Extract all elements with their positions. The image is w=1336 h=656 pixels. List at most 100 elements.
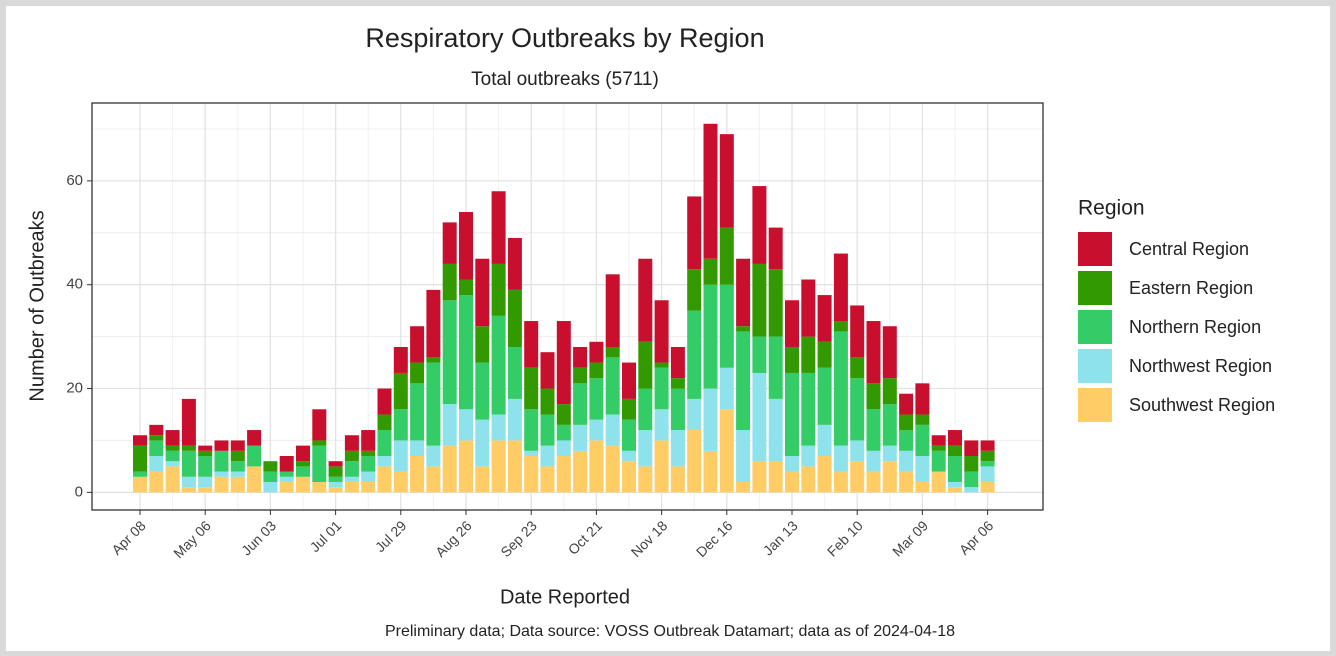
bar-segment bbox=[654, 409, 669, 441]
bar-segment bbox=[622, 450, 636, 462]
x-tick-label: Mar 09 bbox=[889, 517, 931, 559]
bar-segment bbox=[622, 419, 636, 451]
bar-segment bbox=[312, 440, 327, 446]
bar-segment bbox=[638, 430, 653, 467]
legend-label: Central Region bbox=[1129, 239, 1249, 259]
bar-segment bbox=[426, 362, 441, 446]
bar-segment bbox=[328, 466, 343, 477]
bar-segment bbox=[426, 466, 441, 493]
bar-segment bbox=[719, 409, 734, 493]
bar-segment bbox=[850, 357, 865, 379]
bar-segment bbox=[312, 481, 327, 493]
bar-segment bbox=[198, 445, 213, 451]
bar-segment bbox=[475, 466, 490, 493]
bar-segment bbox=[768, 336, 783, 399]
bar-segment bbox=[165, 430, 180, 446]
bar-segment bbox=[670, 346, 685, 379]
bar-segment bbox=[573, 450, 588, 493]
legend-key bbox=[1078, 310, 1112, 344]
bar-segment bbox=[736, 430, 751, 482]
bar-segment bbox=[556, 424, 571, 441]
bar-segment bbox=[459, 295, 473, 410]
bar-segment bbox=[736, 481, 751, 493]
bar-segment bbox=[459, 440, 473, 493]
bar-segment bbox=[915, 456, 930, 482]
bar-segment bbox=[442, 222, 457, 264]
bar-segment bbox=[768, 398, 783, 462]
bar-segment bbox=[344, 450, 359, 462]
x-tick-label: Oct 21 bbox=[565, 517, 606, 558]
bar-segment bbox=[687, 196, 702, 270]
bar-segment bbox=[377, 388, 392, 415]
bar-segment bbox=[377, 456, 392, 467]
bar-segment bbox=[801, 372, 816, 446]
bar-segment bbox=[915, 424, 930, 457]
bar-segment bbox=[328, 481, 343, 488]
bar-segment bbox=[393, 440, 408, 472]
bar-segment bbox=[785, 456, 799, 472]
bar-segment bbox=[181, 450, 196, 477]
x-tick-label: May 06 bbox=[170, 517, 214, 561]
bar-segment bbox=[703, 284, 718, 389]
bar-segment bbox=[410, 326, 425, 363]
bar-segment bbox=[344, 481, 359, 493]
bar-segment bbox=[752, 186, 767, 264]
bar-segment bbox=[948, 430, 962, 446]
bar-segment bbox=[524, 450, 539, 457]
bar-segment bbox=[181, 445, 196, 451]
bar-segment bbox=[687, 398, 702, 431]
bar-segment bbox=[214, 471, 229, 477]
bar-segment bbox=[393, 346, 408, 373]
x-tick-label: Apr 08 bbox=[108, 517, 149, 558]
bar-segment bbox=[491, 315, 506, 415]
bar-segment bbox=[980, 440, 995, 451]
bar-segment bbox=[442, 263, 457, 301]
x-tick-label: Sep 23 bbox=[497, 517, 540, 560]
bar-segment bbox=[882, 378, 897, 405]
bar-segment bbox=[230, 476, 245, 493]
bar-segment bbox=[507, 237, 522, 290]
bar-segment bbox=[931, 445, 946, 451]
bar-segment bbox=[687, 269, 702, 311]
bar-segment bbox=[230, 471, 245, 477]
bar-segment bbox=[410, 440, 425, 457]
bar-segment bbox=[540, 445, 555, 467]
bar-segment bbox=[133, 445, 147, 472]
bar-segment bbox=[165, 461, 180, 467]
bar-segment bbox=[866, 409, 881, 451]
bar-segment bbox=[866, 321, 881, 384]
bar-segment bbox=[899, 471, 914, 493]
bar-segment bbox=[605, 414, 620, 446]
bar-segment bbox=[524, 321, 539, 368]
bar-segment bbox=[442, 404, 457, 446]
bar-segment bbox=[198, 450, 213, 457]
bar-segment bbox=[442, 445, 457, 493]
y-tick-label: 20 bbox=[66, 379, 83, 396]
bar-segment bbox=[133, 476, 147, 493]
bar-segment bbox=[899, 414, 914, 431]
bar-segment bbox=[654, 440, 669, 493]
legend-label: Northern Region bbox=[1129, 317, 1261, 337]
chart: Respiratory Outbreaks by Region Total ou… bbox=[26, 23, 1275, 640]
bar-segment bbox=[948, 481, 962, 488]
bar-segment bbox=[459, 212, 473, 280]
bar-segment bbox=[507, 346, 522, 399]
bar-segment bbox=[882, 445, 897, 462]
bar-segment bbox=[833, 445, 848, 472]
bar-segment bbox=[850, 440, 865, 462]
bar-segment bbox=[344, 476, 359, 482]
bar-segment bbox=[214, 450, 229, 472]
bar-segment bbox=[247, 430, 262, 446]
bar-segment bbox=[459, 409, 473, 441]
bar-segment bbox=[866, 471, 881, 493]
bar-segment bbox=[410, 456, 425, 493]
bar-segment bbox=[279, 456, 294, 472]
bar-segment bbox=[573, 383, 588, 425]
bar-segment bbox=[687, 310, 702, 399]
legend-key bbox=[1078, 232, 1112, 266]
bar-segment bbox=[703, 450, 718, 493]
bar-segment bbox=[801, 445, 816, 467]
bar-segment bbox=[540, 414, 555, 446]
bar-segment bbox=[785, 372, 799, 457]
bar-segment bbox=[524, 409, 539, 451]
